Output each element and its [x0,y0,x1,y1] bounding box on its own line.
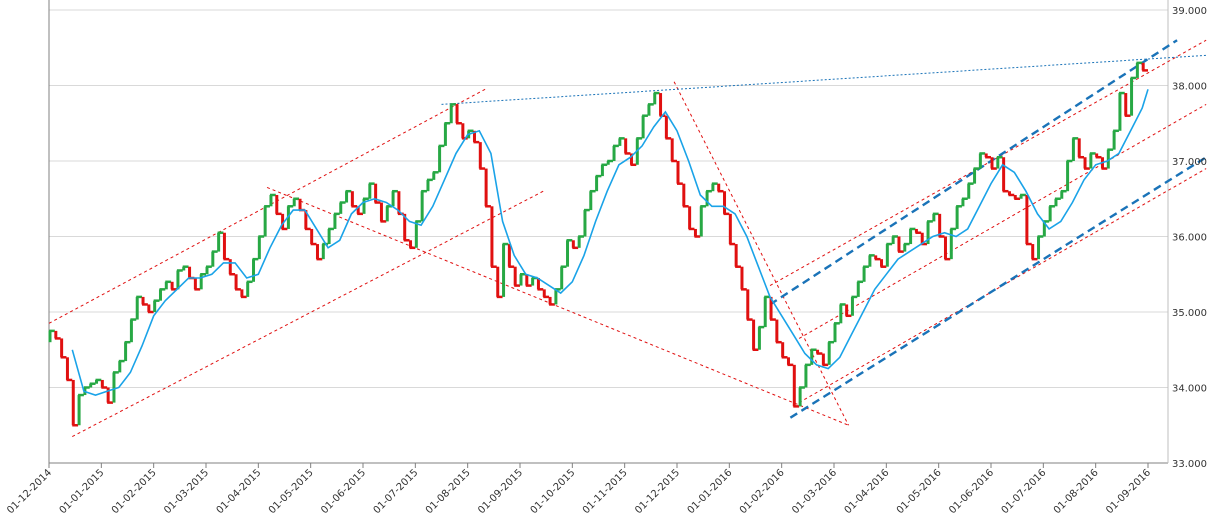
trend-line [798,103,1207,339]
y-tick-label: 35.000 [1172,308,1207,319]
trend-line [769,39,1178,306]
x-tick-label: 01-08-2016 [1052,467,1101,516]
x-tick-label: 01-03-2015 [162,467,211,516]
axes [48,0,1169,468]
x-tick-label: 01-09-2016 [1104,467,1153,516]
trend-line [789,156,1207,419]
x-tick-label: 01-08-2015 [424,467,473,516]
trend-line [266,186,849,426]
y-tick-label: 38.000 [1172,82,1207,93]
y-tick-label: 34.000 [1172,384,1207,395]
y-tick-label: 39.000 [1172,6,1207,17]
trend-line [769,39,1207,287]
x-tick-label: 01-02-2015 [110,467,159,516]
x-tick-label: 01-07-2016 [1000,467,1049,516]
x-tick-label: 01-12-2015 [633,467,682,516]
y-tick-label: 37.000 [1172,157,1207,168]
x-tick-label: 01-04-2016 [843,467,892,516]
x-tick-labels: 01-12-2014 01-01-2015 01-02-2015 01-03-2015… [5,467,1153,516]
trend-lines [48,39,1207,438]
x-tick-label: 01-10-2015 [529,467,578,516]
x-tick-label: 01-12-2014 [5,467,54,516]
x-tick-label: 01-09-2015 [476,467,525,516]
y-tick-labels: 33.000 34.000 35.000 36.000 37.000 38.000 39.0… [1172,6,1207,470]
x-tick-label: 01-05-2016 [895,467,944,516]
x-tick-label: 01-06-2016 [947,467,996,516]
x-tick-label: 01-11-2015 [581,467,630,516]
x-tick-label: 01-04-2015 [215,467,264,516]
candles [48,61,1148,427]
y-tick-label: 33.000 [1172,459,1207,470]
x-tick-label: 01-06-2015 [319,467,368,516]
gridlines [49,9,1168,464]
x-tick-label: 01-01-2016 [686,467,735,516]
moving-average [71,89,1149,396]
x-tick-label: 01-03-2016 [790,467,839,516]
x-tick-label: 01-05-2015 [267,467,316,516]
x-tick-label: 01-07-2015 [372,467,421,516]
trend-line [72,190,544,438]
trend-line [673,81,849,426]
x-tick-label: 01-01-2015 [58,467,107,516]
y-tick-label: 36.000 [1172,233,1207,244]
x-tick-label: 01-02-2016 [738,467,787,516]
moving-average-line [71,89,1149,396]
